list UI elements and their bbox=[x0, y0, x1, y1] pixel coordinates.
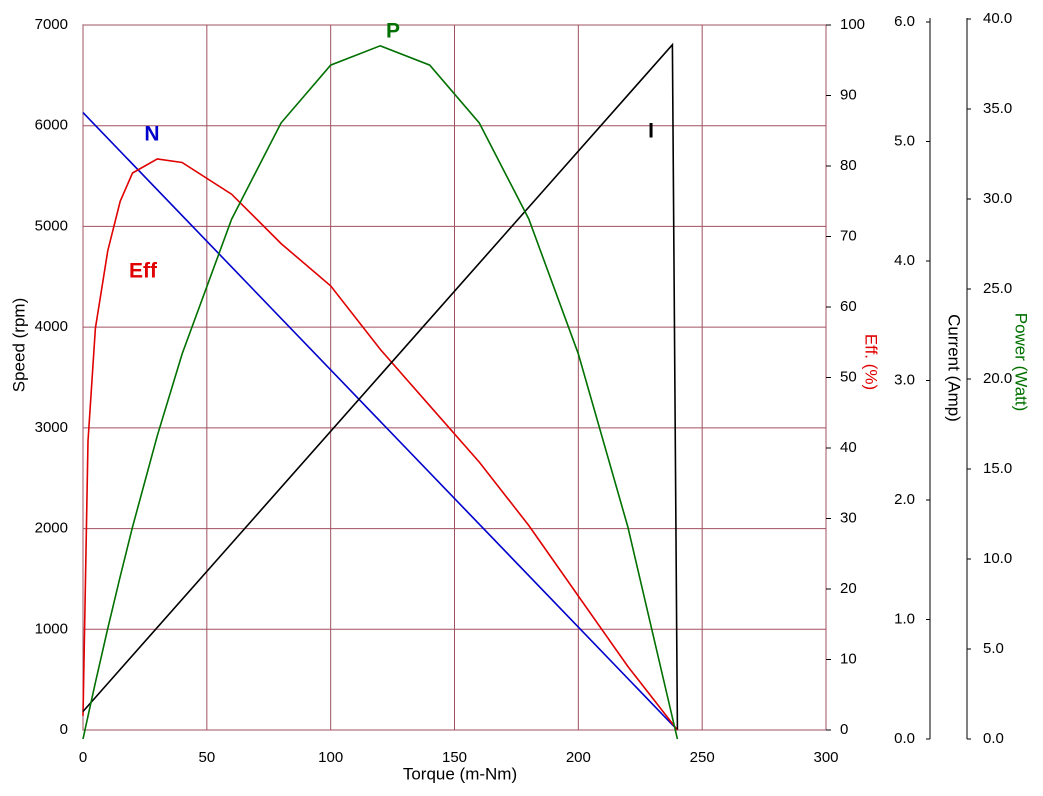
series-line bbox=[82, 44, 679, 740]
y2-tick-label: 50 bbox=[840, 368, 857, 385]
y2-tick-label: 40 bbox=[840, 439, 857, 456]
y4-tick-label: 5.0 bbox=[983, 640, 1004, 657]
series-name: P bbox=[386, 20, 400, 43]
y3-tick-label: 1.0 bbox=[894, 610, 915, 627]
series-line bbox=[82, 112, 678, 731]
series-name: Eff bbox=[129, 260, 158, 283]
y2-tick-label: 60 bbox=[840, 298, 857, 315]
x-tick-label: 0 bbox=[79, 749, 87, 766]
x-tick-label: 250 bbox=[690, 749, 715, 766]
y2-axis-label: Eff. (%) bbox=[862, 334, 881, 390]
y4-tick-label: 0.0 bbox=[983, 730, 1004, 747]
y3-tick-label: 0.0 bbox=[894, 730, 915, 747]
y-tick-label: 1000 bbox=[35, 620, 68, 637]
x-tick-label: 50 bbox=[198, 749, 215, 766]
x-tick-label: 100 bbox=[318, 749, 343, 766]
y-tick-label: 0 bbox=[60, 721, 68, 738]
y3-axis-label: Current (Amp) bbox=[945, 314, 964, 422]
x-axis-label: Torque (m-Nm) bbox=[403, 764, 517, 783]
y2-tick-label: 10 bbox=[840, 650, 857, 667]
y2-tick-label: 80 bbox=[840, 157, 857, 174]
x-tick-label: 200 bbox=[566, 749, 591, 766]
y3-tick-label: 4.0 bbox=[894, 252, 915, 269]
y-tick-label: 5000 bbox=[35, 217, 68, 234]
y4-tick-label: 15.0 bbox=[983, 460, 1012, 477]
series-name: I bbox=[648, 120, 654, 143]
x-tick-label: 150 bbox=[442, 749, 467, 766]
y4-tick-label: 10.0 bbox=[983, 550, 1012, 567]
y-tick-label: 4000 bbox=[35, 318, 68, 335]
y2-tick-label: 30 bbox=[840, 509, 857, 526]
y2-tick-label: 20 bbox=[840, 580, 857, 597]
y4-axis-label: Power (Watt) bbox=[1012, 313, 1031, 412]
y3-tick-label: 5.0 bbox=[894, 132, 915, 149]
y4-tick-label: 35.0 bbox=[983, 100, 1012, 117]
y3-tick-label: 3.0 bbox=[894, 371, 915, 388]
series-name: N bbox=[144, 123, 159, 146]
y4-tick-label: 20.0 bbox=[983, 370, 1012, 387]
y-tick-label: 7000 bbox=[35, 16, 68, 33]
y3-tick-label: 6.0 bbox=[894, 13, 915, 30]
series-line bbox=[82, 158, 679, 731]
y-tick-label: 2000 bbox=[35, 520, 68, 537]
y4-tick-label: 30.0 bbox=[983, 190, 1012, 207]
y2-tick-label: 100 bbox=[840, 16, 865, 33]
x-tick-label: 300 bbox=[813, 749, 838, 766]
y2-tick-label: 70 bbox=[840, 227, 857, 244]
y4-tick-label: 25.0 bbox=[983, 280, 1012, 297]
series-line bbox=[82, 42, 679, 730]
y4-tick-label: 40.0 bbox=[983, 10, 1012, 27]
y2-tick-label: 0 bbox=[840, 721, 848, 738]
y-tick-label: 6000 bbox=[35, 117, 68, 134]
y-tick-label: 3000 bbox=[35, 419, 68, 436]
y2-tick-label: 90 bbox=[840, 86, 857, 103]
y3-tick-label: 2.0 bbox=[894, 491, 915, 508]
y-axis-label: Speed (rpm) bbox=[9, 298, 28, 392]
